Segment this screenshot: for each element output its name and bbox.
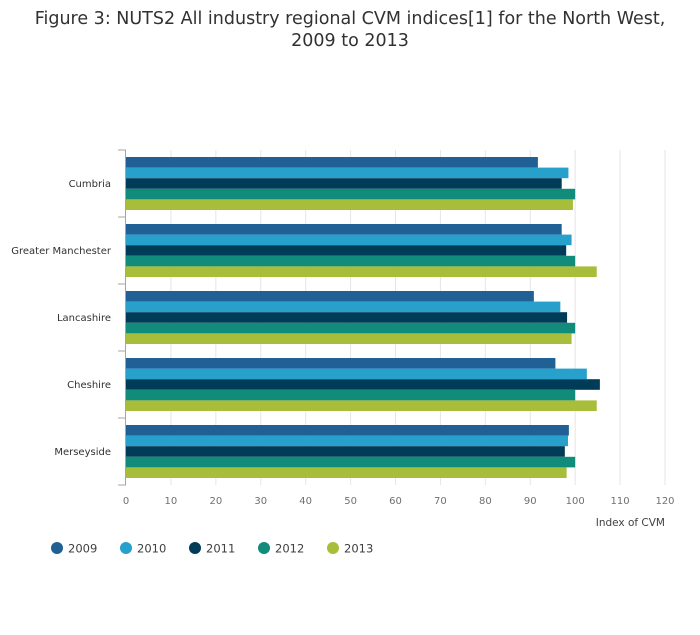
x-tick-label: 70 [434, 496, 447, 507]
legend-label-2012[interactable]: 2012 [275, 542, 304, 556]
chart-title-line-2: 2009 to 2013 [291, 31, 409, 51]
x-tick-label: 10 [165, 496, 178, 507]
bar-2013-greater-manchester[interactable] [126, 266, 597, 277]
x-axis-title: Index of CVM [596, 517, 665, 529]
bar-2009-lancashire[interactable] [126, 291, 534, 302]
bar-2011-greater-manchester[interactable] [126, 245, 567, 256]
x-tick-label: 80 [479, 496, 492, 507]
bar-2009-cumbria[interactable] [126, 157, 538, 168]
bar-2009-merseyside[interactable] [126, 425, 569, 436]
legend-label-2011[interactable]: 2011 [206, 542, 235, 556]
bar-2013-lancashire[interactable] [126, 333, 572, 344]
bar-2010-cheshire[interactable] [126, 368, 587, 380]
category-label: Cheshire [67, 380, 111, 391]
chart-title-line-1: Figure 3: NUTS2 All industry regional CV… [34, 9, 666, 29]
bar-2012-lancashire[interactable] [126, 322, 576, 334]
x-tick-label: 40 [299, 496, 312, 507]
bar-2011-lancashire[interactable] [126, 312, 568, 323]
bar-2009-cheshire[interactable] [126, 358, 556, 369]
bar-2012-greater-manchester[interactable] [126, 255, 576, 267]
chart-title: Figure 3: NUTS2 All industry regional CV… [0, 8, 700, 52]
bar-2010-cumbria[interactable] [126, 167, 569, 179]
x-tick-label: 110 [611, 496, 630, 507]
x-tick-label: 30 [254, 496, 267, 507]
bar-2011-cheshire[interactable] [126, 379, 600, 390]
bar-2013-cheshire[interactable] [126, 400, 597, 411]
bar-2013-cumbria[interactable] [126, 199, 573, 210]
bar-2013-merseyside[interactable] [126, 467, 567, 478]
legend-label-2010[interactable]: 2010 [137, 542, 166, 556]
x-tick-label: 60 [389, 496, 402, 507]
bars [126, 157, 600, 478]
category-label: Cumbria [69, 179, 111, 190]
bar-2011-merseyside[interactable] [126, 446, 565, 457]
x-tick-label: 50 [344, 496, 357, 507]
x-tick-label: 100 [566, 496, 585, 507]
category-label: Lancashire [57, 313, 111, 324]
bar-2010-lancashire[interactable] [126, 301, 561, 313]
bar-2012-cheshire[interactable] [126, 389, 576, 401]
bar-2011-cumbria[interactable] [126, 178, 562, 189]
legend-label-2013[interactable]: 2013 [344, 542, 373, 556]
bar-2010-greater-manchester[interactable] [126, 234, 572, 246]
x-tick-label: 0 [123, 496, 129, 507]
x-tick-label: 20 [209, 496, 222, 507]
axes: Cumbria Greater Manchester Lancashire Chesh… [11, 149, 675, 529]
x-tick-label: 120 [655, 496, 674, 507]
bar-2012-cumbria[interactable] [126, 188, 576, 200]
legend: 2009 2010 2011 2012 2013 [51, 542, 373, 556]
x-tick-label: 90 [524, 496, 537, 507]
category-label: Merseyside [54, 447, 111, 458]
bar-2012-merseyside[interactable] [126, 456, 576, 468]
legend-swatch-2010[interactable] [120, 542, 132, 554]
legend-swatch-2012[interactable] [258, 542, 270, 554]
bar-2010-merseyside[interactable] [126, 435, 568, 447]
legend-label-2009[interactable]: 2009 [68, 542, 97, 556]
bar-2009-greater-manchester[interactable] [126, 224, 562, 235]
legend-swatch-2009[interactable] [51, 542, 63, 554]
legend-swatch-2013[interactable] [327, 542, 339, 554]
legend-swatch-2011[interactable] [189, 542, 201, 554]
category-label: Greater Manchester [11, 246, 112, 257]
